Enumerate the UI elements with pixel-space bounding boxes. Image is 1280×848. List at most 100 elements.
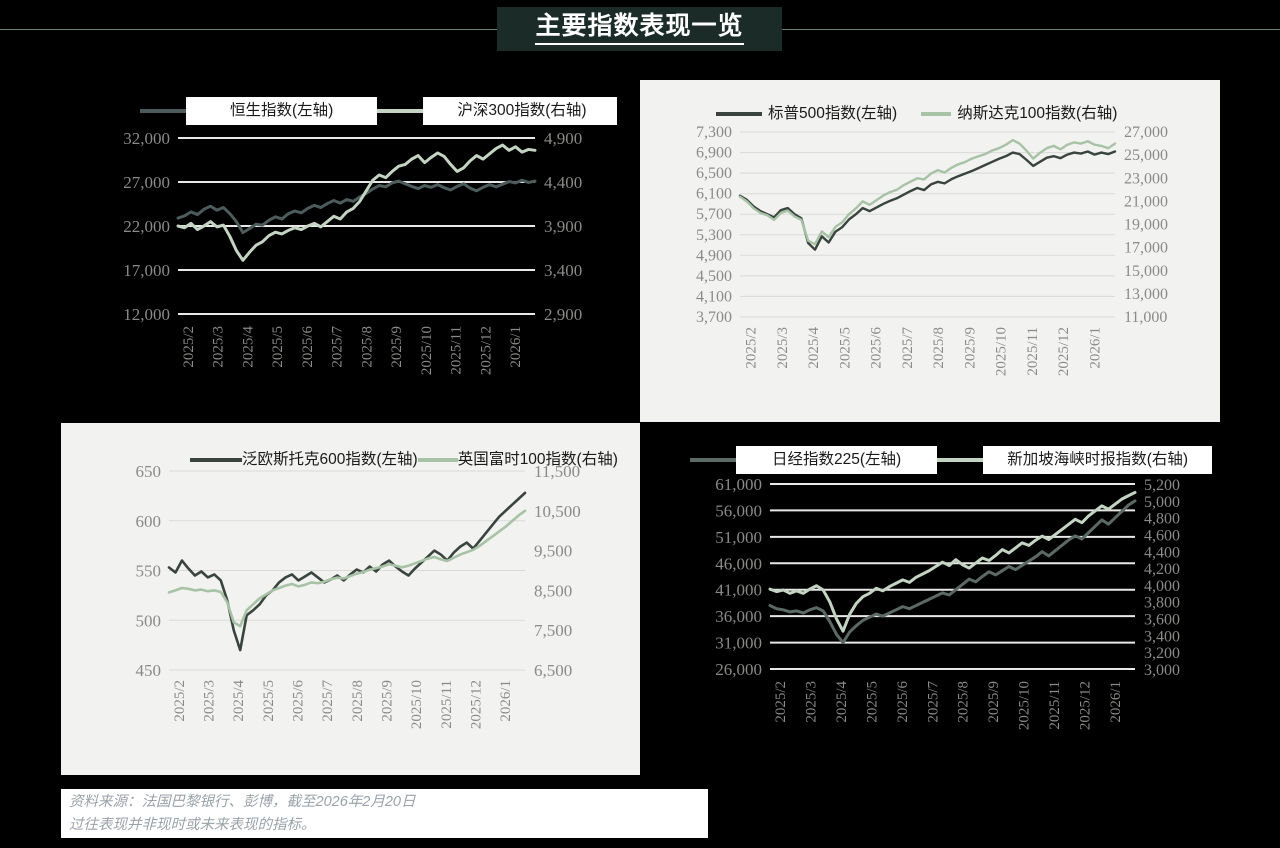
svg-text:2025/3: 2025/3 <box>202 680 218 722</box>
svg-text:3,700: 3,700 <box>696 309 732 326</box>
svg-text:2025/6: 2025/6 <box>300 326 316 368</box>
svg-text:2026/1: 2026/1 <box>1087 327 1103 369</box>
svg-text:5,200: 5,200 <box>1144 477 1180 494</box>
svg-text:7,500: 7,500 <box>534 621 572 640</box>
legend-label-nikkei225: 日经指数225(左轴) <box>736 446 938 475</box>
page-title-bar: 主要指数表现一览 <box>0 7 1280 51</box>
legend-item-ftse100[interactable]: 英国富时100指数(右轴) <box>417 447 618 473</box>
svg-text:3,800: 3,800 <box>1144 595 1180 612</box>
svg-text:2025/6: 2025/6 <box>869 327 885 369</box>
svg-text:2026/1: 2026/1 <box>1108 681 1124 723</box>
svg-text:2025/8: 2025/8 <box>359 326 375 368</box>
svg-text:2025/9: 2025/9 <box>389 326 405 368</box>
legend-swatch-sp500 <box>716 112 762 117</box>
svg-text:2025/10: 2025/10 <box>419 326 435 375</box>
svg-text:13,000: 13,000 <box>1124 286 1168 303</box>
svg-text:2025/9: 2025/9 <box>962 327 978 369</box>
svg-text:56,000: 56,000 <box>715 501 762 520</box>
svg-text:6,100: 6,100 <box>696 186 732 203</box>
legend-swatch-nikkei225 <box>690 458 736 463</box>
svg-text:2025/11: 2025/11 <box>449 326 465 375</box>
svg-text:36,000: 36,000 <box>715 607 762 626</box>
svg-text:2025/12: 2025/12 <box>478 326 494 375</box>
svg-text:11,500: 11,500 <box>534 462 580 481</box>
svg-text:2025/7: 2025/7 <box>925 681 941 723</box>
svg-text:2025/12: 2025/12 <box>1077 681 1093 730</box>
legend-label-straitstimes: 新加坡海峡时报指数(右轴) <box>983 446 1213 475</box>
svg-text:2025/5: 2025/5 <box>261 680 277 722</box>
svg-text:3,400: 3,400 <box>544 261 582 280</box>
legend-item-nikkei225[interactable]: 日经指数225(左轴) <box>690 446 938 475</box>
svg-text:11,000: 11,000 <box>1124 309 1167 326</box>
legend-label-nasdaq100: 纳斯达克100指数(右轴) <box>957 105 1118 122</box>
svg-text:21,000: 21,000 <box>1124 193 1168 210</box>
svg-text:4,900: 4,900 <box>696 247 732 264</box>
svg-text:2025/12: 2025/12 <box>1056 327 1072 376</box>
legend-item-stoxx600[interactable]: 泛欧斯托克600指数(左轴) <box>190 447 418 473</box>
svg-text:3,900: 3,900 <box>544 217 582 236</box>
svg-text:2025/4: 2025/4 <box>806 327 822 369</box>
svg-text:2025/2: 2025/2 <box>172 680 188 722</box>
svg-text:2025/8: 2025/8 <box>931 327 947 369</box>
chart-asiapacific: 26,000 31,000 36,000 41,000 46,000 51,000 56,0… <box>715 475 1180 730</box>
legend-label-hangseng: 恒生指数(左轴) <box>186 97 378 126</box>
svg-text:51,000: 51,000 <box>715 528 762 547</box>
footnote-source-line: 资料来源：法国巴黎银行、彭博，截至2026年2月20日 <box>69 794 416 811</box>
svg-text:4,100: 4,100 <box>696 288 732 305</box>
svg-text:23,000: 23,000 <box>1124 170 1168 187</box>
svg-text:2025/4: 2025/4 <box>834 681 850 723</box>
chart-panel-asiapacific: 26,000 31,000 36,000 41,000 46,000 51,000 56,0… <box>640 424 1280 784</box>
svg-text:4,400: 4,400 <box>1144 544 1180 561</box>
svg-text:3,000: 3,000 <box>1144 662 1180 679</box>
footnote-box: 资料来源：法国巴黎银行、彭博，截至2026年2月20日 过往表现并非现时或未来表… <box>61 789 708 838</box>
svg-text:2025/11: 2025/11 <box>1047 681 1063 730</box>
svg-text:4,900: 4,900 <box>544 129 582 148</box>
footnote-disclaimer-line: 过往表现并非现时或未来表现的指标。 <box>69 816 316 833</box>
legend-label-csi300: 沪深300指数(右轴) <box>423 97 617 126</box>
legend-asiapacific: 日经指数225(左轴) 新加坡海峡时报指数(右轴) <box>690 446 1213 475</box>
legend-item-sp500[interactable]: 标普500指数(左轴) <box>716 101 903 127</box>
svg-text:4,600: 4,600 <box>1144 528 1180 545</box>
svg-text:4,200: 4,200 <box>1144 561 1180 578</box>
svg-text:6,500: 6,500 <box>534 661 572 680</box>
svg-text:9,500: 9,500 <box>534 542 572 561</box>
svg-text:2025/5: 2025/5 <box>270 326 286 368</box>
legend-item-nasdaq100[interactable]: 纳斯达克100指数(右轴) <box>921 101 1123 127</box>
svg-text:600: 600 <box>136 512 162 531</box>
svg-text:2025/6: 2025/6 <box>291 680 307 722</box>
svg-text:7,300: 7,300 <box>696 124 732 141</box>
legend-swatch-csi300 <box>377 109 424 114</box>
svg-text:17,000: 17,000 <box>123 261 170 280</box>
svg-text:46,000: 46,000 <box>715 554 762 573</box>
title-rule-left <box>0 29 497 30</box>
legend-item-straitstimes[interactable]: 新加坡海峡时报指数(右轴) <box>937 446 1213 475</box>
chart-us: 3,700 4,100 4,500 4,900 5,300 5,700 6,100 6,500… <box>696 124 1168 376</box>
svg-text:2025/12: 2025/12 <box>469 680 485 729</box>
svg-text:2025/3: 2025/3 <box>775 327 791 369</box>
legend-europe: 泛欧斯托克600指数(左轴) 英国富时100指数(右轴) <box>190 447 618 473</box>
svg-text:500: 500 <box>136 611 162 630</box>
svg-text:2026/1: 2026/1 <box>508 326 524 368</box>
svg-text:2025/2: 2025/2 <box>773 681 789 723</box>
legend-hongkong: 恒生指数(左轴) 沪深300指数(右轴) <box>140 97 617 126</box>
legend-item-hangseng[interactable]: 恒生指数(左轴) <box>140 97 378 126</box>
svg-text:3,600: 3,600 <box>1144 612 1180 629</box>
svg-text:4,000: 4,000 <box>1144 578 1180 595</box>
svg-text:31,000: 31,000 <box>715 634 762 653</box>
svg-text:550: 550 <box>136 562 162 581</box>
legend-swatch-nasdaq100 <box>921 112 952 117</box>
svg-text:2025/4: 2025/4 <box>240 326 256 368</box>
svg-text:26,000: 26,000 <box>715 660 762 679</box>
svg-text:2025/5: 2025/5 <box>865 681 881 723</box>
legend-swatch-stoxx600 <box>190 458 242 463</box>
svg-text:4,500: 4,500 <box>696 268 732 285</box>
legend-item-csi300[interactable]: 沪深300指数(右轴) <box>377 97 617 126</box>
svg-text:6,500: 6,500 <box>696 165 732 182</box>
svg-text:3,200: 3,200 <box>1144 645 1180 662</box>
svg-text:25,000: 25,000 <box>1124 147 1168 164</box>
svg-text:450: 450 <box>136 661 162 680</box>
title-rule-right <box>782 29 1280 30</box>
svg-text:15,000: 15,000 <box>1124 263 1168 280</box>
legend-swatch-hangseng <box>140 109 186 114</box>
